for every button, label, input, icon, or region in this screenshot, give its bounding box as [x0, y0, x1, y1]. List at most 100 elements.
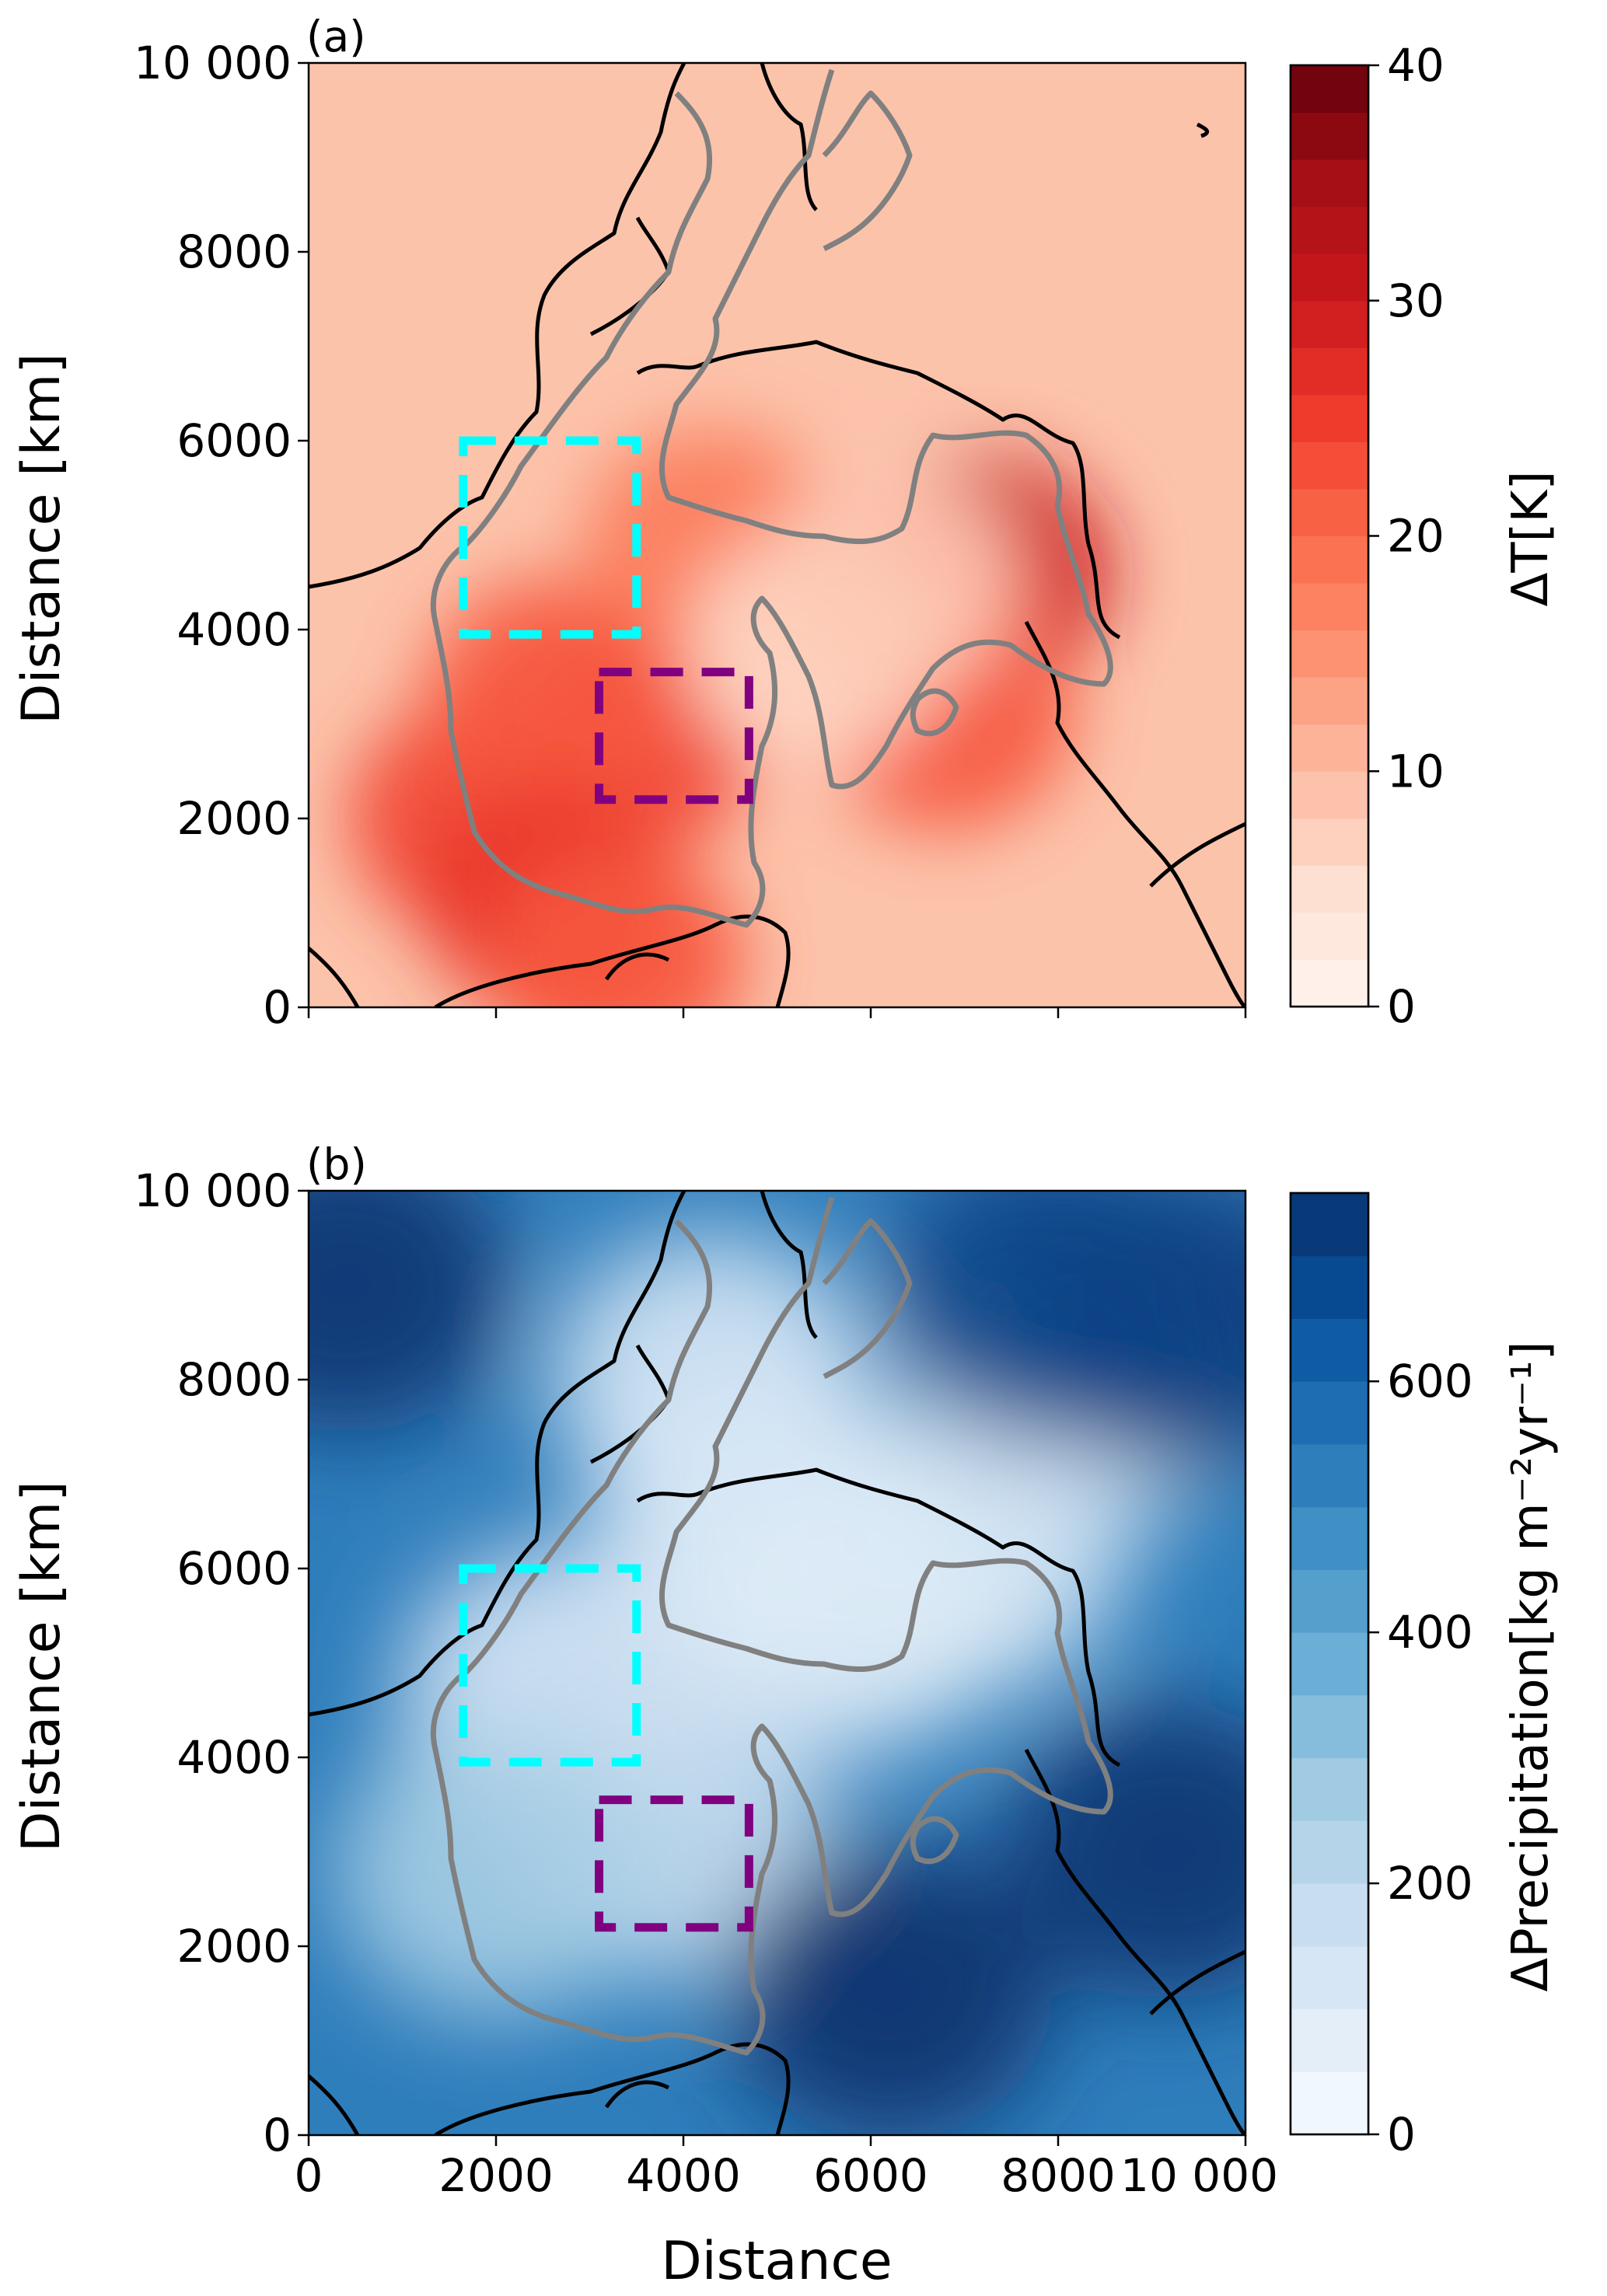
colorbar-a-ticks: 0 10 20 30 40: [1368, 39, 1445, 1033]
colorbar-b-label: ΔPrecipitation[kg m⁻²yr⁻¹]: [1502, 1341, 1560, 1991]
colorbar-level: [1291, 112, 1368, 160]
colorbar-b-levels: [1289, 1192, 1370, 2136]
panel-label-a: (a): [306, 12, 366, 61]
colorbar-level: [1291, 300, 1368, 348]
y-axis-label-a: Distance [km]: [11, 353, 72, 724]
colorbar-level: [1291, 206, 1368, 254]
x-tick-label: 6000: [813, 2149, 928, 2202]
colorbar-level: [1291, 441, 1368, 490]
panel-label-b: (b): [306, 1139, 367, 1189]
colorbar-level: [1291, 818, 1368, 866]
colorbar-level: [1291, 912, 1368, 960]
y-tick-label: 4000: [176, 603, 292, 656]
colorbar-level: [1291, 1506, 1368, 1570]
y-tick-label: 10 000: [134, 37, 292, 89]
y-axis-label-b: Distance [km]: [11, 1481, 72, 1852]
colorbar-level: [1291, 724, 1368, 772]
colorbar-b: 0 200 400 600 ΔPrecipitation[kg m⁻²yr⁻¹]: [1289, 1192, 1560, 2161]
field-hotspot: [1008, 1704, 1245, 2000]
colorbar-tick-label: 40: [1387, 39, 1445, 92]
precipitation-field: [309, 1191, 1245, 2135]
colorbar-level: [1291, 677, 1368, 725]
y-tick-label: 8000: [176, 225, 292, 278]
colorbar-level: [1291, 159, 1368, 208]
colorbar-level: [1291, 2071, 1368, 2135]
y-tick-label: 0: [263, 2109, 292, 2162]
y-tick-label: 8000: [176, 1353, 292, 1406]
colorbar-level: [1291, 2008, 1368, 2072]
colorbar-a-label: ΔT[K]: [1502, 471, 1560, 607]
colorbar-level: [1291, 347, 1368, 396]
axis-ticks-a: 0 2000 4000 6000 8000 10 000: [134, 37, 1247, 1034]
colorbar-level: [1291, 959, 1368, 1007]
x-tick-label: 8000: [1001, 2149, 1116, 2202]
y-tick-label: 6000: [176, 414, 292, 467]
colorbar-level: [1291, 865, 1368, 913]
coastline-b: [309, 1191, 1245, 2135]
y-tick-label: 0: [263, 981, 292, 1034]
y-tick-label: 2000: [176, 1920, 292, 1973]
colorbar-a: 0 10 20 30 40 ΔT[K]: [1289, 39, 1560, 1033]
x-tick-label: 10 000: [1120, 2149, 1278, 2202]
colorbar-level: [1291, 488, 1368, 536]
colorbar-level: [1291, 771, 1368, 819]
y-tick-label: 10 000: [134, 1164, 292, 1217]
colorbar-level: [1291, 1443, 1368, 1508]
field-hotspot: [309, 1191, 509, 1433]
colorbar-a-levels: [1289, 64, 1370, 1008]
purple-region-box: [595, 668, 753, 804]
field-hotspot: [489, 843, 746, 1007]
colorbar-frame: [1289, 1192, 1370, 2136]
plot-frame-b: [307, 1189, 1247, 2137]
cyan-region-box: [459, 436, 641, 639]
colorbar-level: [1291, 1318, 1368, 1382]
field-hotspot: [886, 1191, 1211, 1443]
plot-frame-a: [307, 61, 1247, 1009]
colorbar-level: [1291, 630, 1368, 678]
purple-region-box: [595, 1795, 753, 1932]
colorbar-level: [1291, 1632, 1368, 1696]
colorbar-level: [1291, 394, 1368, 442]
ice-outline-a: [430, 68, 1113, 928]
x-tick-label: 2000: [438, 2149, 554, 2202]
field-hotspot: [761, 466, 1018, 700]
colorbar-tick-label: 0: [1387, 980, 1416, 1033]
colorbar-tick-label: 30: [1387, 274, 1445, 327]
field-hotspot: [334, 1722, 659, 2019]
colorbar-level: [1291, 1381, 1368, 1445]
colorbar-tick-label: 200: [1387, 1857, 1473, 1910]
field-hotspot: [727, 1845, 1053, 2135]
colorbar-tick-label: 600: [1387, 1355, 1473, 1408]
y-tick-label: 2000: [176, 792, 292, 845]
colorbar-level: [1291, 583, 1368, 631]
colorbar-level: [1291, 1945, 1368, 2010]
x-tick-label: 4000: [626, 2149, 741, 2202]
colorbar-tick-label: 20: [1387, 510, 1445, 563]
colorbar-tick-label: 10: [1387, 745, 1445, 797]
colorbar-tick-label: 0: [1387, 2108, 1416, 2161]
colorbar-level: [1291, 1694, 1368, 1759]
x-tick-label: 0: [295, 2149, 323, 2202]
colorbar-level: [1291, 1820, 1368, 1884]
cyan-region-box: [459, 1564, 641, 1767]
colorbar-level: [1291, 1193, 1368, 1257]
colorbar-level: [1291, 1255, 1368, 1319]
region-boxes-a: [459, 436, 753, 804]
colorbar-level: [1291, 1757, 1368, 1821]
colorbar-level: [1291, 1883, 1368, 1947]
panel-a: 0 2000 4000 6000 8000 10 000 (a) Distance [km…: [11, 12, 1560, 1034]
y-tick-label: 6000: [176, 1542, 292, 1595]
region-boxes-b: [459, 1564, 753, 1932]
y-tick-label: 4000: [176, 1731, 292, 1784]
colorbar-b-ticks: 0 200 400 600: [1368, 1355, 1473, 2161]
colorbar-level: [1291, 253, 1368, 302]
temperature-field: [309, 63, 1245, 1007]
colorbar-tick-label: 400: [1387, 1606, 1473, 1659]
colorbar-level: [1291, 1569, 1368, 1633]
colorbar-level: [1291, 65, 1368, 113]
coastline-a: [309, 63, 1245, 1007]
x-axis-label: Distance: [661, 2231, 892, 2292]
